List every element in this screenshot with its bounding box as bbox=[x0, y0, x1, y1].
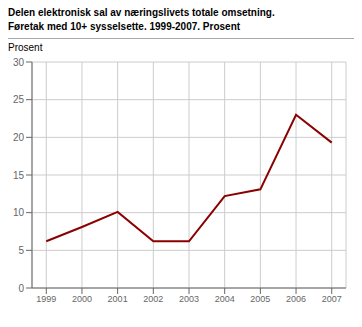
svg-text:30: 30 bbox=[13, 57, 25, 68]
html-text:Føretak med 10+ sysselsette. 1: Føretak med 10+ sysselsette. 1999-2007. … bbox=[8, 21, 241, 32]
svg-text:1999: 1999 bbox=[36, 294, 56, 304]
svg-text:25: 25 bbox=[13, 94, 25, 105]
svg-text:20: 20 bbox=[13, 132, 25, 143]
svg-text:5: 5 bbox=[18, 245, 24, 256]
html-text:Prosent: Prosent bbox=[8, 42, 43, 53]
svg-text:0: 0 bbox=[18, 283, 24, 294]
svg-text:2005: 2005 bbox=[250, 294, 270, 304]
svg-text:2003: 2003 bbox=[179, 294, 199, 304]
svg-text:2006: 2006 bbox=[286, 294, 306, 304]
svg-text:2002: 2002 bbox=[143, 294, 163, 304]
svg-text:2001: 2001 bbox=[108, 294, 128, 304]
svg-text:2004: 2004 bbox=[215, 294, 235, 304]
svg-text:2000: 2000 bbox=[72, 294, 92, 304]
html-text:Delen elektronisk sal av nærin: Delen elektronisk sal av næringslivets t… bbox=[8, 7, 275, 18]
svg-text:10: 10 bbox=[13, 207, 25, 218]
svg-text:2007: 2007 bbox=[322, 294, 342, 304]
svg-text:15: 15 bbox=[13, 170, 25, 181]
